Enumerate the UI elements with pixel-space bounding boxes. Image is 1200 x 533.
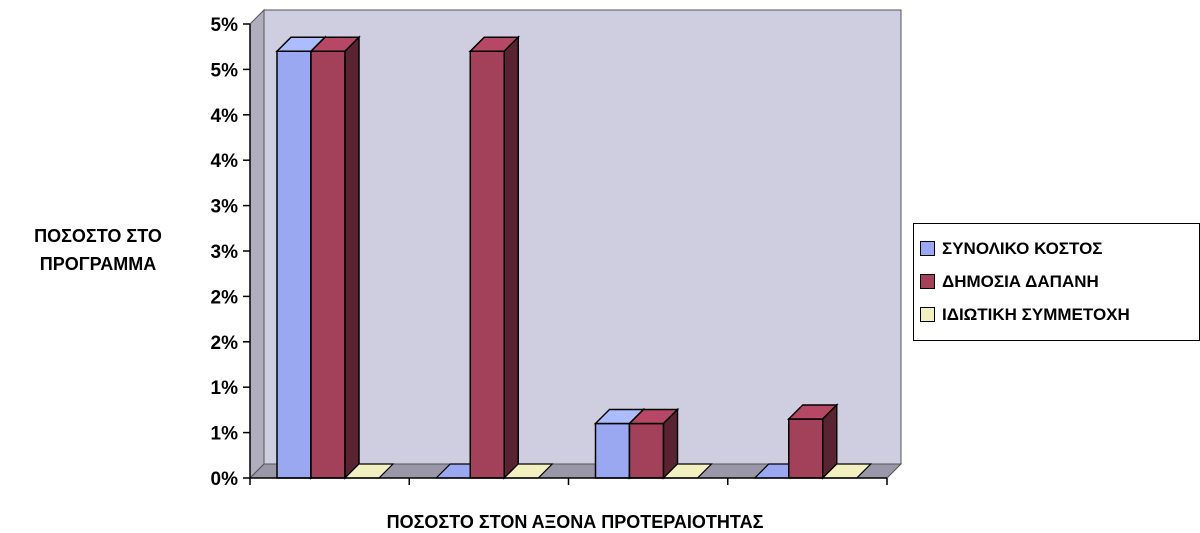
bar-2-3 <box>627 407 680 480</box>
legend-item-private-participation: ΙΔΙΩΤΙΚΗ ΣΥΜΜΕΤΟΧΗ <box>920 298 1193 331</box>
y-tick-label: 2% <box>211 287 239 308</box>
legend-label-total-cost: ΣΥΝΟΛΙΚΟ ΚΟΣΤΟΣ <box>942 238 1103 258</box>
y-tick-label: 3% <box>211 197 239 218</box>
legend: ΣΥΝΟΛΙΚΟ ΚΟΣΤΟΣ ΔΗΜΟΣΙΑ ΔΑΠΑΝΗ ΙΔΙΩΤΙΚΗ … <box>913 223 1200 341</box>
legend-label-public-expenditure: ΔΗΜΟΣΙΑ ΔΑΠΑΝΗ <box>942 271 1099 291</box>
legend-swatch-total-cost <box>920 241 935 256</box>
bar-2-4 <box>786 403 839 480</box>
bar-front <box>628 422 665 479</box>
y-tick-label: 3% <box>211 242 239 263</box>
bar-front <box>310 50 346 479</box>
y-tick-labels: 0% 1% 1% 2% 2% 3% 3% 4% 4% 5% 5% <box>211 15 239 490</box>
bar-front <box>276 50 312 479</box>
bar-side <box>344 35 360 480</box>
bar-front <box>788 418 824 479</box>
y-tick-label: 1% <box>211 424 239 445</box>
bar-2-1 <box>309 35 361 480</box>
y-tick-label: 4% <box>211 106 239 127</box>
side-wall <box>249 8 265 480</box>
bar-2-2 <box>468 35 521 480</box>
axes-group <box>243 23 888 485</box>
y-tick-label: 2% <box>211 333 239 354</box>
legend-swatch-public-expenditure <box>920 274 935 289</box>
bar-side <box>503 35 519 480</box>
y-tick-label: 4% <box>211 151 239 172</box>
legend-item-total-cost: ΣΥΝΟΛΙΚΟ ΚΟΣΤΟΣ <box>920 232 1193 265</box>
x-axis-title: ΠΟΣΟΣΤΟ ΣΤΟΝ ΑΞΟΝΑ ΠΡΟΤΕΡΑΙΟΤΗΤΑΣ <box>386 512 764 532</box>
y-axis-title: ΠΟΣΟΣΤΟ ΣΤΟ ΠΡΟΓΡΑΜΜΑ <box>8 222 188 278</box>
legend-label-private-participation: ΙΔΙΩΤΙΚΗ ΣΥΜΜΕΤΟΧΗ <box>942 304 1130 324</box>
y-tick-label: 1% <box>211 378 239 399</box>
y-axis-title-line-2: ΠΡΟΓΡΑΜΜΑ <box>39 254 157 274</box>
bar-front <box>594 422 631 479</box>
bar-front <box>469 50 505 479</box>
bars-group <box>275 35 873 480</box>
y-tick-label: 5% <box>211 15 239 36</box>
y-axis-title-line-1: ΠΟΣΟΣΤΟ ΣΤΟ <box>34 226 162 246</box>
y-tick-label: 0% <box>211 469 239 490</box>
y-tick-label: 5% <box>211 60 239 81</box>
legend-item-public-expenditure: ΔΗΜΟΣΙΑ ΔΑΠΑΝΗ <box>920 265 1193 298</box>
legend-swatch-private-participation <box>920 307 935 322</box>
